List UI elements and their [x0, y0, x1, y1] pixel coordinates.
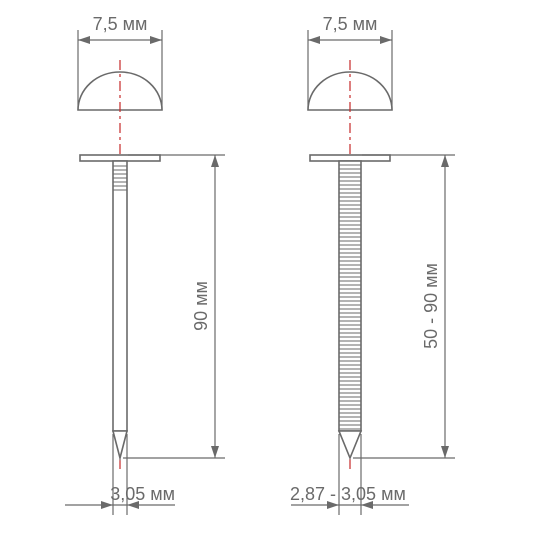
flange-left	[80, 155, 160, 161]
full-threads-right	[339, 165, 361, 429]
shaft-left	[113, 161, 127, 431]
nail-left: 7,5 мм 90 мм	[65, 14, 225, 515]
length-dim-left: 90 мм	[123, 155, 225, 458]
tip-left	[113, 431, 127, 458]
flange-right	[310, 155, 390, 161]
length-dim-right: 50 - 90 мм	[353, 155, 455, 458]
diameter-label-right: 2,87 - 3,05 мм	[290, 484, 406, 504]
top-threads-left	[113, 166, 127, 190]
diameter-label-left: 3,05 мм	[110, 484, 175, 504]
cap-width-label-left: 7,5 мм	[93, 14, 148, 34]
length-label-right: 50 - 90 мм	[421, 263, 441, 349]
tip-right	[339, 431, 361, 458]
dimensioned-nail-diagram: 7,5 мм 90 мм	[0, 0, 560, 560]
nail-right: 7,5 мм	[290, 14, 455, 515]
cap-width-label-right: 7,5 мм	[323, 14, 378, 34]
length-label-left: 90 мм	[191, 281, 211, 331]
